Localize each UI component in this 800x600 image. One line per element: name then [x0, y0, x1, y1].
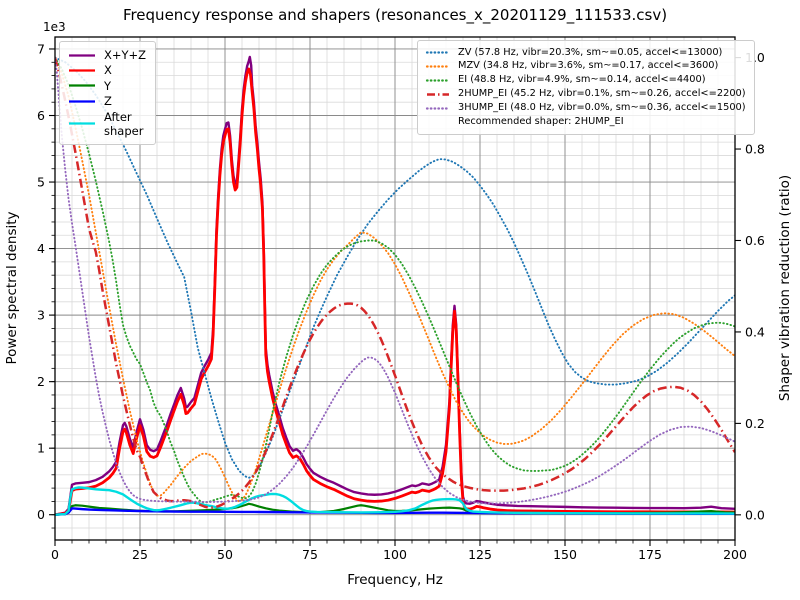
y-left-tick-label: 6 [37, 108, 45, 123]
y-left-offset-text: 1e3 [43, 20, 66, 34]
legend-line-swatch [69, 69, 95, 72]
legend-line-swatch [425, 79, 451, 82]
legend-item: X [67, 63, 146, 77]
legend-item-label: Z [104, 94, 112, 109]
legend-item-label: X+Y+Z [104, 48, 147, 62]
shaper-legend: ZV (57.8 Hz, vibr=20.3%, sm~=0.05, accel… [417, 40, 755, 135]
x-tick-label: 175 [638, 547, 662, 562]
x-tick-label: 0 [51, 547, 59, 562]
y-left-tick-label: 1 [37, 441, 45, 456]
x-tick-label: 125 [468, 547, 492, 562]
chart-title: Frequency response and shapers (resonanc… [123, 6, 667, 25]
legend-item-label: 2HUMP_EI (45.2 Hz, vibr=0.1%, sm~=0.26, … [458, 88, 746, 100]
legend-item: 2HUMP_EI (45.2 Hz, vibr=0.1%, sm~=0.26, … [425, 88, 746, 100]
tick-labels: 0 25 50 75 100 125 150 175 200 0 1 2 3 4 5 6 7 0.0 0.2 0.4 0… [37, 41, 765, 562]
y-left-tick-label: 0 [37, 507, 45, 522]
y-right-tick-label: 0.8 [745, 141, 765, 156]
y-left-axis-label: Power spectral density [4, 211, 20, 364]
y-right-tick-label: 0.6 [745, 233, 765, 248]
x-tick-label: 200 [723, 547, 747, 562]
series-lines [55, 55, 735, 517]
legend-line-swatch [69, 84, 95, 88]
y-left-tick-label: 7 [37, 41, 45, 56]
legend-line-swatch [69, 100, 95, 103]
legend-line-swatch [427, 92, 449, 96]
legend-item-label: Recommended shaper: 2HUMP_EI [458, 115, 624, 127]
legend-item: Z [67, 94, 146, 108]
legend-line-swatch [425, 51, 451, 54]
legend-line-swatch [425, 65, 451, 68]
y-left-tick-label: 5 [37, 174, 45, 189]
psd-legend: X+Y+Z X Y Z After shaper [59, 41, 157, 146]
axes-spines-ticks [49, 36, 741, 546]
x-axis-label: Frequency, Hz [347, 572, 443, 588]
legend-item-label: ZV (57.8 Hz, vibr=20.3%, sm~=0.05, accel… [458, 46, 723, 58]
legend-line-swatch [425, 116, 451, 127]
series-ei [55, 56, 735, 504]
legend-line-swatch [69, 54, 95, 57]
legend-item: EI (48.8 Hz, vibr=4.9%, sm~=0.14, accel<… [425, 74, 746, 86]
y-right-tick-label: 0.2 [745, 416, 765, 431]
legend-item-label: X [104, 63, 112, 78]
legend-line-swatch [69, 122, 95, 125]
y-right-tick-label: 0.4 [745, 324, 765, 339]
y-left-tick-label: 4 [37, 241, 45, 256]
y-left-tick-label: 3 [37, 308, 45, 323]
x-tick-label: 150 [553, 547, 577, 562]
legend-item-label: After shaper [104, 109, 144, 138]
legend-item-label: MZV (34.8 Hz, vibr=3.6%, sm~=0.17, accel… [458, 60, 719, 72]
x-tick-label: 75 [302, 547, 318, 562]
y-right-tick-label: 0.0 [745, 507, 765, 522]
legend-item-label: 3HUMP_EI (48.0 Hz, vibr=0.0%, sm~=0.36, … [458, 101, 746, 113]
legend-item-label: Y [104, 78, 112, 93]
legend-item: Recommended shaper: 2HUMP_EI [425, 116, 746, 128]
legend-item: 3HUMP_EI (48.0 Hz, vibr=0.0%, sm~=0.36, … [425, 102, 746, 114]
legend-item: Y [67, 79, 146, 93]
series-after-shaper [55, 486, 735, 516]
x-tick-label: 25 [132, 547, 148, 562]
x-tick-label: 100 [383, 547, 407, 562]
series-zv [55, 56, 735, 479]
legend-line-swatch [425, 106, 451, 110]
x-tick-label: 50 [217, 547, 233, 562]
series-2hump-ei [55, 57, 735, 509]
y-right-axis-label: Shaper vibration reduction (ratio) [777, 175, 793, 401]
legend-item: MZV (34.8 Hz, vibr=3.6%, sm~=0.17, accel… [425, 60, 746, 72]
legend-item: After shaper [67, 110, 146, 139]
y-left-tick-label: 2 [37, 374, 45, 389]
legend-item: X+Y+Z [67, 48, 146, 62]
legend-item-label: EI (48.8 Hz, vibr=4.9%, sm~=0.14, accel<… [458, 74, 706, 86]
series-mzv [55, 56, 735, 503]
legend-item: ZV (57.8 Hz, vibr=20.3%, sm~=0.05, accel… [425, 47, 746, 59]
